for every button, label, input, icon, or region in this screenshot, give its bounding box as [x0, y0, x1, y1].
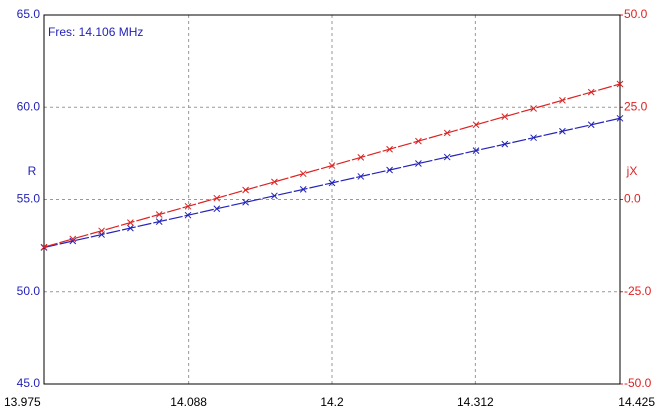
y2-tick-label: 25.0: [624, 99, 648, 113]
x-tick-label: 14.2: [320, 395, 344, 409]
point-marker: [271, 192, 278, 200]
x-tick-label: 14.088: [170, 395, 207, 409]
point-marker: [415, 137, 422, 145]
point-marker: [472, 147, 480, 154]
point-marker: [40, 243, 48, 251]
point-marker: [213, 194, 221, 202]
point-marker: [155, 218, 163, 225]
point-marker: [386, 166, 393, 174]
point-marker: [415, 160, 422, 167]
point-marker: [299, 185, 307, 193]
point-marker: [616, 114, 624, 122]
x-tick-label: 14.425: [618, 395, 655, 409]
point-marker: [299, 170, 307, 178]
point-marker: [501, 113, 509, 120]
point-marker: [443, 153, 451, 161]
point-marker: [472, 121, 480, 129]
point-marker: [213, 205, 221, 213]
y-tick-label: 45.0: [17, 376, 41, 390]
point-marker: [616, 80, 624, 88]
point-marker: [328, 162, 336, 169]
y2-tick-label: 0.0: [624, 192, 641, 206]
point-marker: [242, 198, 249, 206]
point-marker: [530, 134, 537, 142]
point-marker: [357, 154, 365, 161]
point-marker: [155, 211, 163, 218]
y-tick-label: 65.0: [17, 7, 41, 21]
y-axis-label: R: [28, 164, 37, 178]
point-marker: [587, 121, 595, 129]
point-marker: [184, 202, 192, 210]
plot-frame: [43, 14, 621, 385]
point-marker: [69, 235, 77, 243]
point-marker: [587, 88, 595, 96]
point-marker: [501, 140, 509, 148]
point-marker: [242, 186, 249, 194]
point-marker: [184, 211, 192, 219]
point-marker: [530, 105, 537, 112]
point-marker: [271, 178, 278, 186]
y-tick-label: 55.0: [17, 192, 41, 206]
point-marker: [127, 219, 134, 226]
x-tick-label: 13.975: [4, 395, 41, 409]
y-tick-label: 60.0: [17, 99, 41, 113]
y-tick-label: 50.0: [17, 284, 41, 298]
point-marker: [98, 227, 105, 235]
x-tick-label: 14.312: [457, 395, 494, 409]
point-marker: [443, 129, 451, 137]
y2-tick-label: -25.0: [624, 284, 652, 298]
y2-axis-label: jX: [626, 164, 638, 178]
annotation: Fres: 14.106 MHz: [48, 25, 143, 39]
point-marker: [386, 145, 393, 153]
y2-tick-label: -50.0: [624, 376, 652, 390]
point-marker: [559, 127, 566, 135]
point-marker: [127, 224, 134, 232]
y2-tick-label: 50.0: [624, 7, 648, 21]
point-marker: [328, 179, 336, 187]
point-marker: [559, 96, 566, 104]
point-marker: [357, 173, 365, 180]
